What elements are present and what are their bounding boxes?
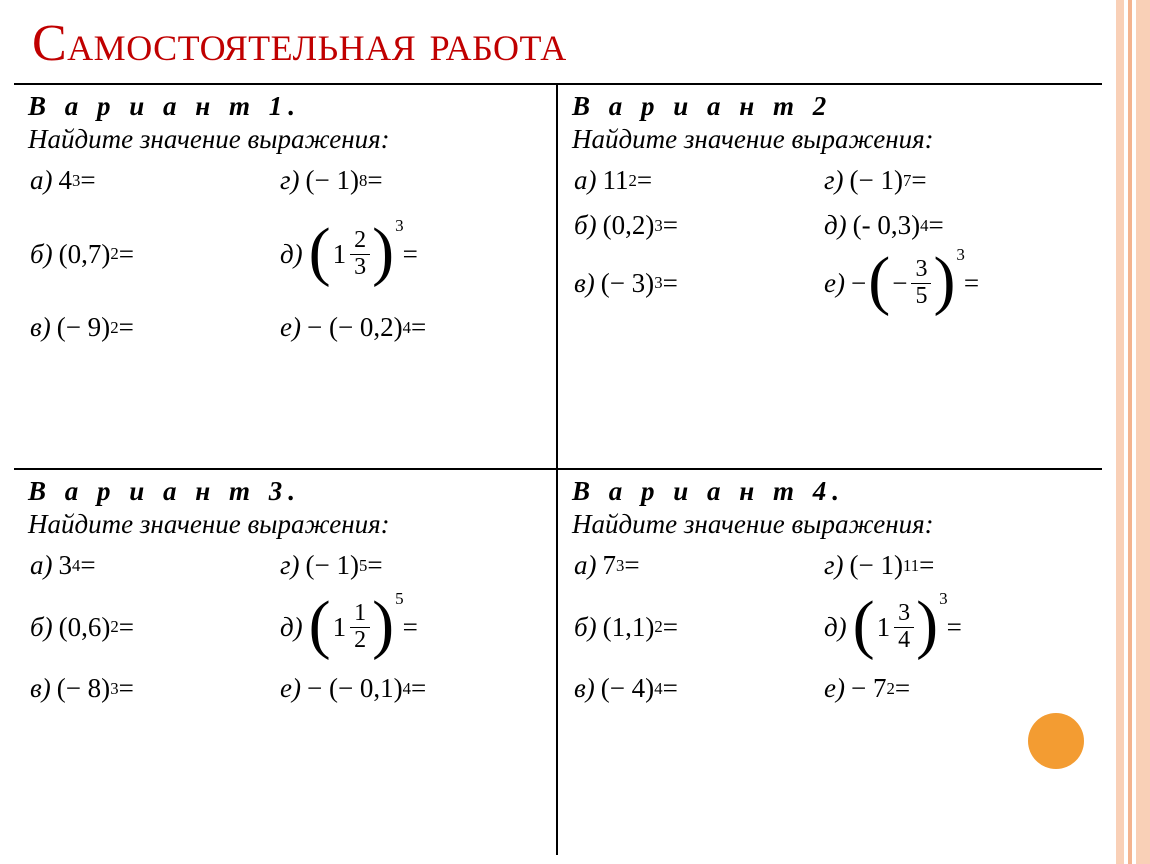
variant-heading: В а р и а н т 1. [28,91,546,122]
problem-label: б) [30,612,53,643]
problem-label: в) [574,673,595,704]
problem-row: а) 43 = г) (− 1)8 = [30,165,546,196]
problem-label: б) [574,210,597,241]
problem-row: а) 112 = г) (− 1)7 = [574,165,1092,196]
problem-expression: − (− 0,1)4 = [307,673,426,704]
problem-label: в) [30,673,51,704]
problem-label: г) [824,550,844,581]
variant-cell-1: В а р и а н т 1. Найдите значение выраже… [14,85,558,470]
problem-rows: а) 73 = г) (− 1)11 = б) (1,1)2 = д) [572,550,1092,704]
problem-expression: (134)3 = [853,599,962,655]
problem-expression: (− 3)3 = [601,268,678,299]
problem-label: в) [574,268,595,299]
page-title: Самостоятельная работа [14,8,1102,83]
problem-row: б) (0,6)2 = д) (112)5 = [30,599,546,655]
problem-label: д) [280,239,303,270]
variant-cell-3: В а р и а н т 3. Найдите значение выраже… [14,470,558,855]
problem-expression: − 72 = [851,673,910,704]
problem-label: е) [824,673,845,704]
variant-subheading: Найдите значение выражения: [28,124,546,155]
problem-expression: (123)3 = [309,226,418,282]
variant-heading: В а р и а н т 4. [572,476,1092,507]
problem-label: а) [574,165,597,196]
problem-label: г) [280,165,300,196]
problem-expression: 43 = [59,165,96,196]
problem-expression: −(−35)3 = [851,255,979,311]
problem-expression: (0,2)3 = [603,210,678,241]
problem-expression: (− 1)5 = [306,550,383,581]
problem-expression: (- 0,3)4 = [853,210,944,241]
orange-dot-icon [1028,713,1084,769]
problem-row: в) (− 9)2 = е) − (− 0,2)4 = [30,312,546,343]
variant-cell-2: В а р и а н т 2 Найдите значение выражен… [558,85,1102,470]
problem-label: е) [824,268,845,299]
problem-row: а) 34 = г) (− 1)5 = [30,550,546,581]
problem-expression: (0,6)2 = [59,612,134,643]
variant-subheading: Найдите значение выражения: [572,124,1092,155]
stripe [1116,0,1124,864]
problem-label: е) [280,312,301,343]
problem-expression: 73 = [603,550,640,581]
problem-row: б) (0,2)3 = д) (- 0,3)4 = [574,210,1092,241]
problem-rows: а) 112 = г) (− 1)7 = б) (0,2)3 = д) [572,165,1092,311]
problem-row: б) (1,1)2 = д) (134)3 = [574,599,1092,655]
problem-label: д) [280,612,303,643]
problem-rows: а) 43 = г) (− 1)8 = б) (0,7)2 = д) [28,165,546,343]
slide: Самостоятельная работа В а р и а н т 1. … [0,0,1116,864]
problem-label: а) [30,550,53,581]
problem-row: а) 73 = г) (− 1)11 = [574,550,1092,581]
problem-expression: (− 1)7 = [850,165,927,196]
problem-expression: (− 1)8 = [306,165,383,196]
problem-row: в) (− 3)3 = е) −(−35)3 = [574,255,1092,311]
variant-subheading: Найдите значение выражения: [572,509,1092,540]
problem-row: в) (− 8)3 = е) − (− 0,1)4 = [30,673,546,704]
problem-row: б) (0,7)2 = д) (123)3 = [30,226,546,282]
stripe [1136,0,1150,864]
problem-expression: (− 1)11 = [850,550,935,581]
problem-expression: (− 4)4 = [601,673,678,704]
problem-label: е) [280,673,301,704]
side-stripes [1116,0,1150,864]
problem-label: б) [30,239,53,270]
variant-subheading: Найдите значение выражения: [28,509,546,540]
variant-grid: В а р и а н т 1. Найдите значение выраже… [14,83,1102,855]
problem-expression: 34 = [59,550,96,581]
problem-label: г) [280,550,300,581]
problem-label: д) [824,210,847,241]
problem-expression: 112 = [603,165,653,196]
variant-heading: В а р и а н т 2 [572,91,1092,122]
variant-heading: В а р и а н т 3. [28,476,546,507]
problem-row: в) (− 4)4 = е) − 72 = [574,673,1092,704]
problem-label: б) [574,612,597,643]
problem-expression: (0,7)2 = [59,239,134,270]
problem-expression: (− 8)3 = [57,673,134,704]
variant-cell-4: В а р и а н т 4. Найдите значение выраже… [558,470,1102,855]
problem-expression: (1,1)2 = [603,612,678,643]
problem-expression: − (− 0,2)4 = [307,312,426,343]
problem-label: г) [824,165,844,196]
problem-label: а) [30,165,53,196]
problem-expression: (− 9)2 = [57,312,134,343]
problem-expression: (112)5 = [309,599,418,655]
problem-rows: а) 34 = г) (− 1)5 = б) (0,6)2 = д) [28,550,546,704]
problem-label: а) [574,550,597,581]
problem-label: д) [824,612,847,643]
problem-label: в) [30,312,51,343]
